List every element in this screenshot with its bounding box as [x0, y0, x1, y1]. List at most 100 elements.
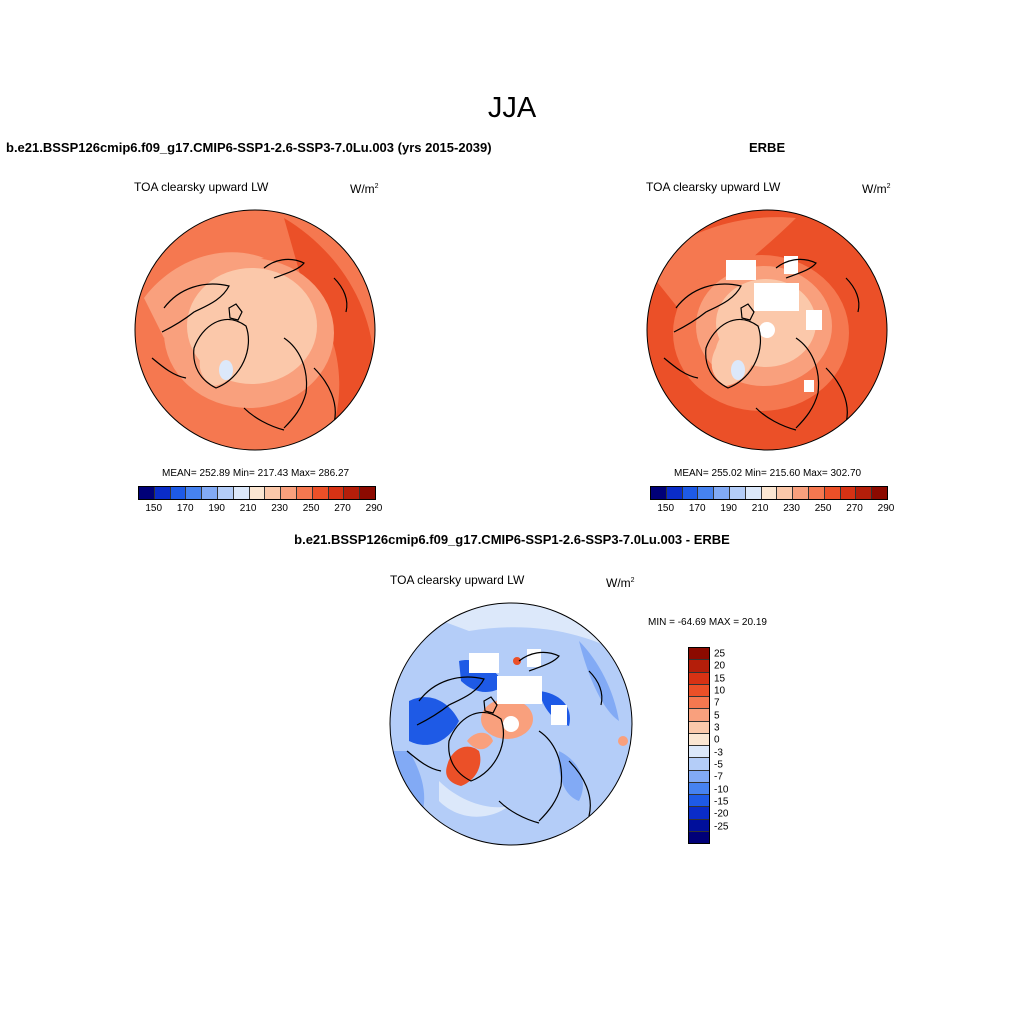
- colorbar-swatch: [202, 487, 218, 499]
- colorbar-swatch: [689, 697, 709, 710]
- colorbar-tick-label: 5: [714, 710, 720, 722]
- colorbar-swatch: [689, 758, 709, 771]
- right-variable-label: TOA clearsky upward LW: [646, 180, 781, 194]
- colorbar-swatch: [689, 746, 709, 759]
- colorbar-swatch: [689, 831, 709, 843]
- colorbar-swatch: [360, 487, 375, 499]
- colorbar-swatch: [689, 660, 709, 673]
- left-stats: MEAN= 252.89 Min= 217.43 Max= 286.27: [162, 468, 350, 479]
- colorbar-swatch: [170, 487, 187, 499]
- colorbar-tick-label: 150: [145, 503, 163, 514]
- right-colorbar: [650, 486, 888, 500]
- colorbar-swatch: [249, 487, 266, 499]
- colorbar-swatch: [777, 487, 794, 499]
- colorbar-swatch: [689, 709, 709, 722]
- colorbar-tick-label: -15: [714, 796, 729, 808]
- colorbar-swatch: [793, 487, 809, 499]
- colorbar-tick-label: 3: [714, 722, 720, 734]
- colorbar-swatch: [296, 487, 313, 499]
- colorbar-swatch: [745, 487, 762, 499]
- colorbar-tick-label: -5: [714, 759, 723, 771]
- colorbar-swatch: [872, 487, 887, 499]
- colorbar-tick-label: -7: [714, 771, 723, 783]
- colorbar-swatch: [761, 487, 778, 499]
- colorbar-swatch: [186, 487, 203, 499]
- diff-colorbar: [688, 647, 710, 844]
- colorbar-tick-label: 270: [846, 503, 863, 514]
- colorbar-tick-label: -3: [714, 747, 723, 759]
- colorbar-swatch: [689, 770, 709, 783]
- diff-missing-data: [469, 649, 567, 732]
- colorbar-swatch: [824, 487, 841, 499]
- left-unit-label: W/m2: [350, 182, 379, 196]
- right-stats: MEAN= 255.02 Min= 215.60 Max= 302.70: [674, 468, 862, 479]
- colorbar-tick-label: 210: [239, 503, 257, 514]
- colorbar-tick-label: 170: [688, 503, 706, 514]
- colorbar-tick-label: 7: [714, 697, 720, 709]
- colorbar-swatch: [666, 487, 683, 499]
- left-panel-title: b.e21.BSSP126cmip6.f09_g17.CMIP6-SSP1-2.…: [6, 140, 492, 155]
- colorbar-swatch: [840, 487, 857, 499]
- colorbar-tick-label: 0: [714, 734, 720, 746]
- colorbar-tick-label: 230: [783, 503, 800, 514]
- left-colorbar-labels: 150 170 190 210 230 250 270 290: [138, 503, 382, 515]
- diff-variable-label: TOA clearsky upward LW: [390, 573, 525, 587]
- colorbar-swatch: [689, 733, 709, 746]
- diff-unit-label: W/m2: [606, 576, 635, 590]
- diff-polar-map: [389, 602, 633, 846]
- left-coastlines: [151, 258, 348, 431]
- colorbar-swatch: [689, 782, 709, 795]
- colorbar-swatch: [265, 487, 282, 499]
- colorbar-tick-label: 190: [720, 503, 737, 514]
- colorbar-swatch: [714, 487, 730, 499]
- right-polar-map: [646, 209, 888, 451]
- colorbar-swatch: [689, 684, 709, 697]
- left-polar-map: [134, 209, 376, 451]
- colorbar-tick-label: 230: [271, 503, 288, 514]
- right-panel-title: ERBE: [749, 140, 786, 155]
- colorbar-swatch: [281, 487, 297, 499]
- colorbar-swatch: [698, 487, 715, 499]
- colorbar-tick-label: 20: [714, 660, 726, 672]
- colorbar-swatch: [808, 487, 825, 499]
- colorbar-swatch: [233, 487, 250, 499]
- right-coastlines: [663, 258, 860, 431]
- colorbar-tick-label: 270: [334, 503, 351, 514]
- colorbar-tick-label: 250: [814, 503, 832, 514]
- diff-colorbar-labels: 25 20 15 10 7 5 3 0 -3 -5 -7 -10 -15 -20 -25: [714, 647, 744, 844]
- colorbar-swatch: [328, 487, 345, 499]
- colorbar-swatch: [312, 487, 329, 499]
- right-colorbar-labels: 150 170 190 210 230 250 270 290: [650, 503, 894, 515]
- colorbar-swatch: [689, 819, 709, 832]
- colorbar-swatch: [689, 672, 709, 685]
- diff-panel-title: b.e21.BSSP126cmip6.f09_g17.CMIP6-SSP1-2.…: [294, 532, 730, 547]
- colorbar-tick-label: -25: [714, 821, 729, 833]
- colorbar-swatch: [154, 487, 171, 499]
- colorbar-tick-label: 170: [176, 503, 194, 514]
- colorbar-tick-label: 250: [302, 503, 320, 514]
- colorbar-swatch: [689, 795, 709, 808]
- colorbar-tick-label: 25: [714, 648, 726, 660]
- colorbar-swatch: [139, 487, 155, 499]
- colorbar-tick-label: -20: [714, 808, 729, 820]
- colorbar-swatch: [682, 487, 699, 499]
- colorbar-tick-label: 290: [877, 503, 895, 514]
- colorbar-swatch: [344, 487, 361, 499]
- colorbar-swatch: [651, 487, 667, 499]
- colorbar-swatch: [689, 721, 709, 734]
- colorbar-swatch: [217, 487, 234, 499]
- colorbar-tick-label: -10: [714, 784, 729, 796]
- colorbar-swatch: [689, 648, 709, 661]
- left-variable-label: TOA clearsky upward LW: [134, 180, 269, 194]
- diff-coastlines: [406, 651, 603, 824]
- right-missing-data: [726, 256, 822, 392]
- colorbar-tick-label: 15: [714, 673, 726, 685]
- colorbar-swatch: [689, 807, 709, 820]
- colorbar-tick-label: 150: [657, 503, 675, 514]
- right-unit-label: W/m2: [862, 182, 891, 196]
- colorbar-tick-label: 210: [751, 503, 769, 514]
- colorbar-swatch: [729, 487, 746, 499]
- colorbar-swatch: [856, 487, 873, 499]
- diff-stats: MIN = -64.69 MAX = 20.19: [648, 617, 767, 628]
- colorbar-tick-label: 190: [208, 503, 225, 514]
